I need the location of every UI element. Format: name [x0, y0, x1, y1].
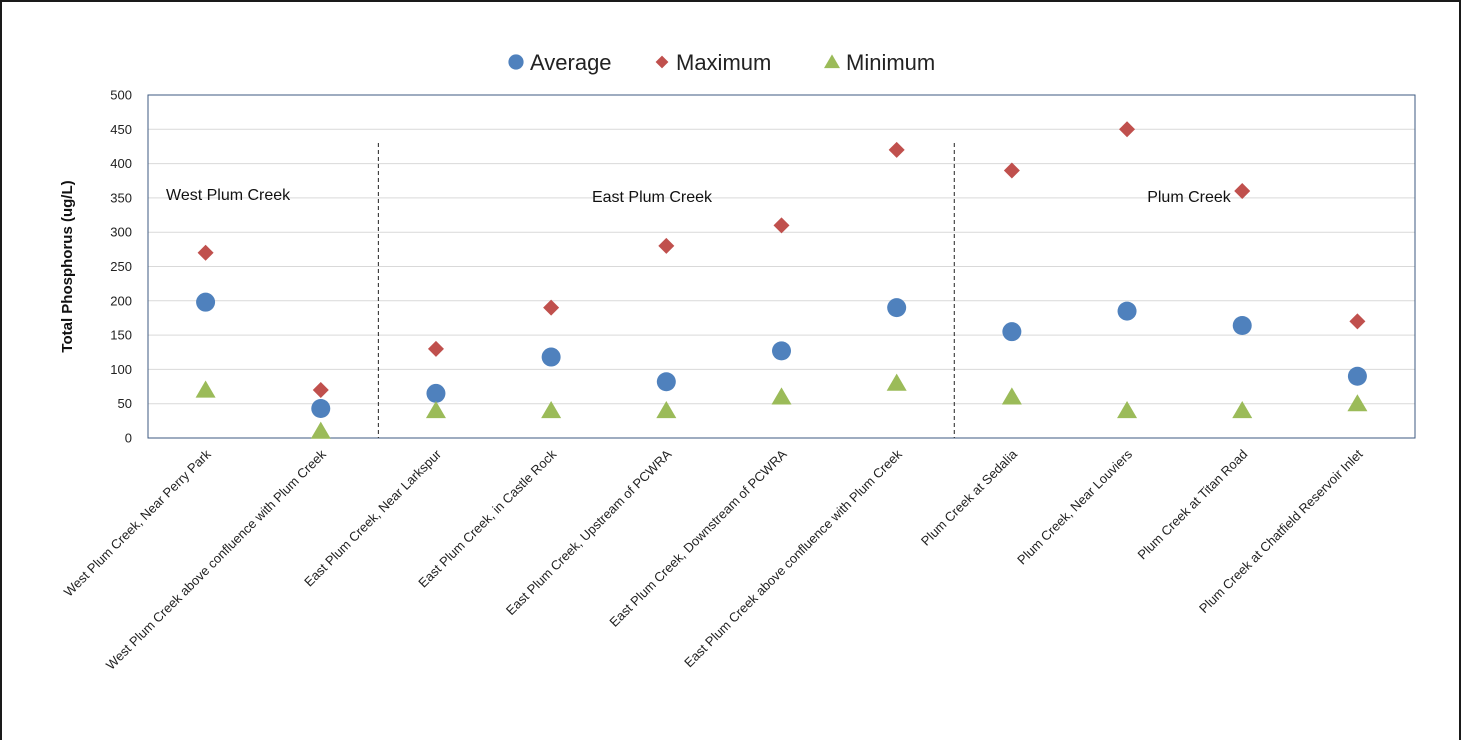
- maximum-point: [312, 381, 329, 398]
- data-points: [195, 121, 1368, 439]
- minimum-point: [541, 401, 562, 419]
- average-point: [1232, 315, 1252, 335]
- x-category-label: Plum Creek at Sedalia: [918, 446, 1021, 549]
- plot-area: [147, 94, 1416, 439]
- maximum-point: [773, 217, 790, 234]
- x-category-label: East Plum Creek, in Castle Rock: [415, 446, 559, 590]
- x-category-label: East Plum Creek, Downstream of PCWRA: [606, 446, 789, 629]
- y-tick-label: 0: [125, 431, 132, 446]
- maximum-point: [658, 237, 675, 254]
- group-annotation: West Plum Creek: [166, 187, 291, 204]
- minimum-point: [771, 387, 792, 405]
- legend-label: Maximum: [676, 50, 771, 75]
- y-tick-label: 100: [110, 362, 132, 377]
- maximum-point: [197, 244, 214, 261]
- average-point: [656, 372, 676, 392]
- minimum-point: [1117, 401, 1138, 419]
- average-point: [1117, 301, 1137, 321]
- average-point: [426, 383, 446, 403]
- average-point: [311, 399, 331, 419]
- minimum-point: [656, 401, 677, 419]
- maximum-point: [1234, 183, 1251, 200]
- minimum-point: [310, 421, 331, 439]
- group-annotation: East Plum Creek: [592, 189, 713, 206]
- group-annotation: Plum Creek: [1147, 189, 1232, 206]
- y-tick-label: 200: [110, 293, 132, 308]
- maximum-point: [1349, 313, 1366, 330]
- average-point: [1347, 366, 1367, 386]
- minimum-point: [1232, 401, 1253, 419]
- average-point: [887, 298, 907, 318]
- legend: Average Maximum Minimum: [508, 50, 935, 75]
- x-category-label: Plum Creek, Near Louviers: [1014, 446, 1135, 567]
- y-tick-label: 250: [110, 259, 132, 274]
- y-tick-label: 350: [110, 190, 132, 205]
- x-category-label: East Plum Creek above confluence with Pl…: [681, 446, 905, 670]
- minimum-point: [425, 401, 446, 419]
- maximum-legend-marker: [655, 55, 669, 69]
- y-axis-ticks: 0 50 100 150 200 250 300 350 400 450 500: [110, 88, 132, 446]
- minimum-legend-marker: [824, 54, 840, 69]
- maximum-point: [888, 141, 905, 158]
- y-tick-label: 400: [110, 156, 132, 171]
- y-tick-label: 500: [110, 88, 132, 103]
- maximum-point: [1119, 121, 1136, 138]
- legend-label: Average: [530, 50, 612, 75]
- maximum-point: [427, 340, 444, 357]
- x-category-label: West Plum Creek above confluence with Pl…: [103, 446, 329, 672]
- x-category-label: East Plum Creek, Near Larkspur: [301, 446, 444, 589]
- y-tick-label: 450: [110, 122, 132, 137]
- group-dividers: [377, 143, 955, 438]
- average-point: [772, 341, 791, 361]
- minimum-point: [886, 373, 907, 391]
- y-tick-label: 300: [110, 225, 132, 240]
- average-point: [196, 292, 216, 312]
- maximum-point: [543, 299, 560, 316]
- average-legend-marker: [508, 54, 524, 70]
- group-annotations: West Plum Creek East Plum Creek Plum Creek: [166, 187, 1232, 206]
- y-tick-label: 50: [118, 396, 132, 411]
- average-point: [541, 347, 561, 367]
- average-point: [1002, 322, 1022, 342]
- gridlines: [148, 94, 1415, 439]
- minimum-point: [1347, 394, 1368, 412]
- legend-label: Minimum: [846, 50, 935, 75]
- maximum-point: [1003, 162, 1020, 179]
- y-tick-label: 150: [110, 328, 132, 343]
- x-category-label: Plum Creek at Titan Road: [1134, 447, 1250, 563]
- minimum-point: [1001, 387, 1022, 405]
- minimum-point: [195, 380, 216, 398]
- y-axis-label: Total Phosphorus (ug/L): [59, 180, 76, 352]
